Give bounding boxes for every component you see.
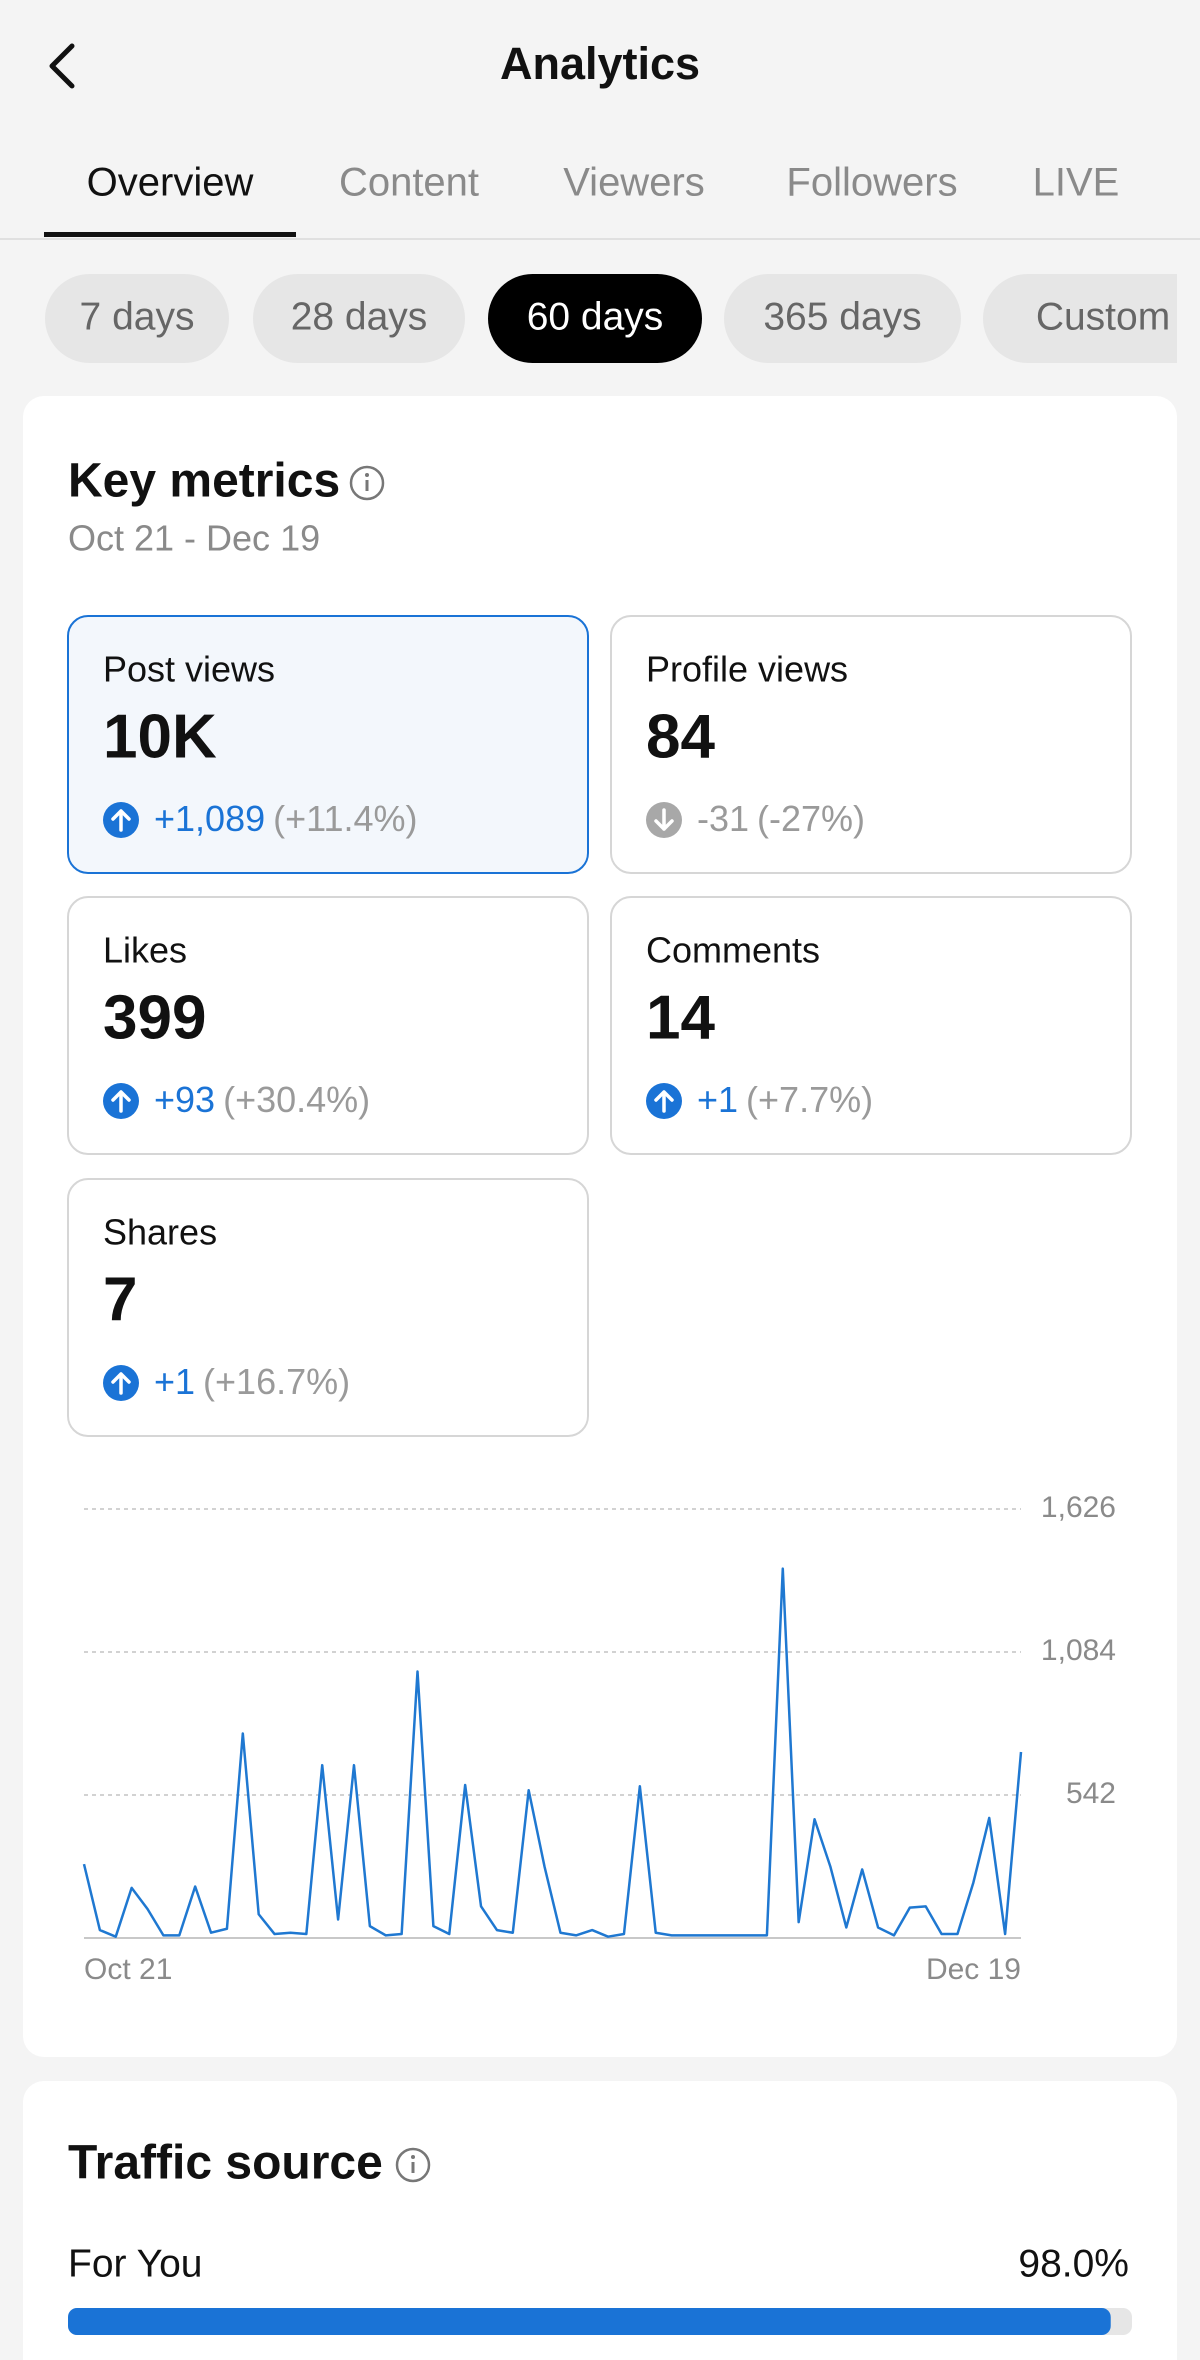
- range-label: 7 days: [80, 295, 195, 338]
- change-arrow: [654, 1090, 674, 1113]
- range-label: 28 days: [291, 295, 428, 338]
- change-percent: (+30.4%): [223, 1079, 370, 1120]
- metric-value: 7: [103, 1265, 137, 1334]
- metric-change: +1 (+7.7%): [697, 1079, 873, 1120]
- change-value: +93: [154, 1079, 215, 1120]
- metric-label: Profile views: [646, 649, 848, 690]
- tab[interactable]: Content: [339, 161, 479, 205]
- tab-underline: [44, 232, 296, 237]
- change-value: +1,089: [154, 798, 265, 839]
- change-percent: (+11.4%): [273, 798, 417, 839]
- range-label: 60 days: [527, 295, 664, 338]
- metric-card[interactable]: [67, 1178, 589, 1437]
- change-arrow: [111, 1090, 131, 1113]
- change-percent: (+16.7%): [203, 1361, 350, 1402]
- metric-card[interactable]: [610, 615, 1132, 874]
- pill-fade: [1177, 270, 1200, 370]
- info-ring: [395, 2147, 431, 2183]
- change-arrow: [654, 808, 674, 831]
- info-icon[interactable]: [395, 2147, 431, 2183]
- info-dot: [411, 2155, 415, 2159]
- metric-change: +93 (+30.4%): [154, 1079, 370, 1120]
- range-pill[interactable]: [724, 274, 961, 363]
- metric-change: +1,089 (+11.4%): [154, 798, 418, 839]
- back-button[interactable]: [49, 43, 75, 89]
- range-pill[interactable]: [488, 274, 702, 363]
- change-arrow: [111, 809, 131, 832]
- range-pill[interactable]: [253, 274, 465, 363]
- range-pill[interactable]: [45, 274, 229, 363]
- metric-label: Comments: [646, 930, 820, 971]
- range-label: 365 days: [763, 295, 921, 338]
- page-title: Analytics: [500, 38, 700, 89]
- tab-divider: [0, 238, 1200, 240]
- info-stem: [365, 480, 369, 491]
- line-series: [82, 1567, 1023, 1938]
- source-label: For You: [68, 2242, 202, 2285]
- source-bar: [68, 2308, 1111, 2335]
- tab[interactable]: Followers: [786, 161, 957, 205]
- metric-value: 10K: [103, 702, 217, 771]
- metric-label: Shares: [103, 1212, 217, 1253]
- range-pill[interactable]: [983, 274, 1200, 363]
- x-tick-label: Oct 21: [84, 1953, 172, 1986]
- info-dot: [365, 473, 369, 477]
- tab[interactable]: Viewers: [563, 161, 705, 205]
- metric-value: 399: [103, 983, 206, 1052]
- metric-value: 14: [646, 983, 715, 1052]
- metric-card[interactable]: [67, 615, 589, 874]
- tab[interactable]: LIVE: [1033, 161, 1120, 205]
- metric-card[interactable]: [67, 896, 589, 1155]
- y-tick-label: 1,626: [1041, 1491, 1116, 1524]
- change-arrow: [111, 1372, 131, 1395]
- metric-label: Post views: [103, 649, 275, 690]
- x-tick-label: Dec 19: [926, 1953, 1021, 1986]
- section-title: Traffic source: [68, 2137, 383, 2190]
- info-ring: [349, 465, 385, 501]
- range-label: Custom: [1036, 295, 1170, 338]
- info-icon[interactable]: [349, 465, 385, 501]
- section-title: Key metrics: [68, 455, 340, 508]
- change-percent: (-27%): [757, 798, 865, 839]
- metric-change: +1 (+16.7%): [154, 1361, 350, 1402]
- change-value: -31: [697, 798, 749, 839]
- change-percent: (+7.7%): [746, 1079, 873, 1120]
- metric-value: 84: [646, 702, 715, 771]
- traffic-card: [23, 2081, 1177, 2360]
- y-tick-label: 542: [1066, 1777, 1116, 1810]
- info-stem: [411, 2162, 415, 2173]
- change-value: +1: [154, 1361, 195, 1402]
- y-tick-label: 1,084: [1041, 1634, 1116, 1667]
- metric-card[interactable]: [610, 896, 1132, 1155]
- metric-label: Likes: [103, 930, 187, 971]
- tab[interactable]: Overview: [87, 161, 254, 205]
- date-range: Oct 21 - Dec 19: [68, 518, 320, 559]
- change-value: +1: [697, 1079, 738, 1120]
- metric-change: -31 (-27%): [697, 798, 865, 839]
- source-value: 98.0%: [1018, 2242, 1129, 2285]
